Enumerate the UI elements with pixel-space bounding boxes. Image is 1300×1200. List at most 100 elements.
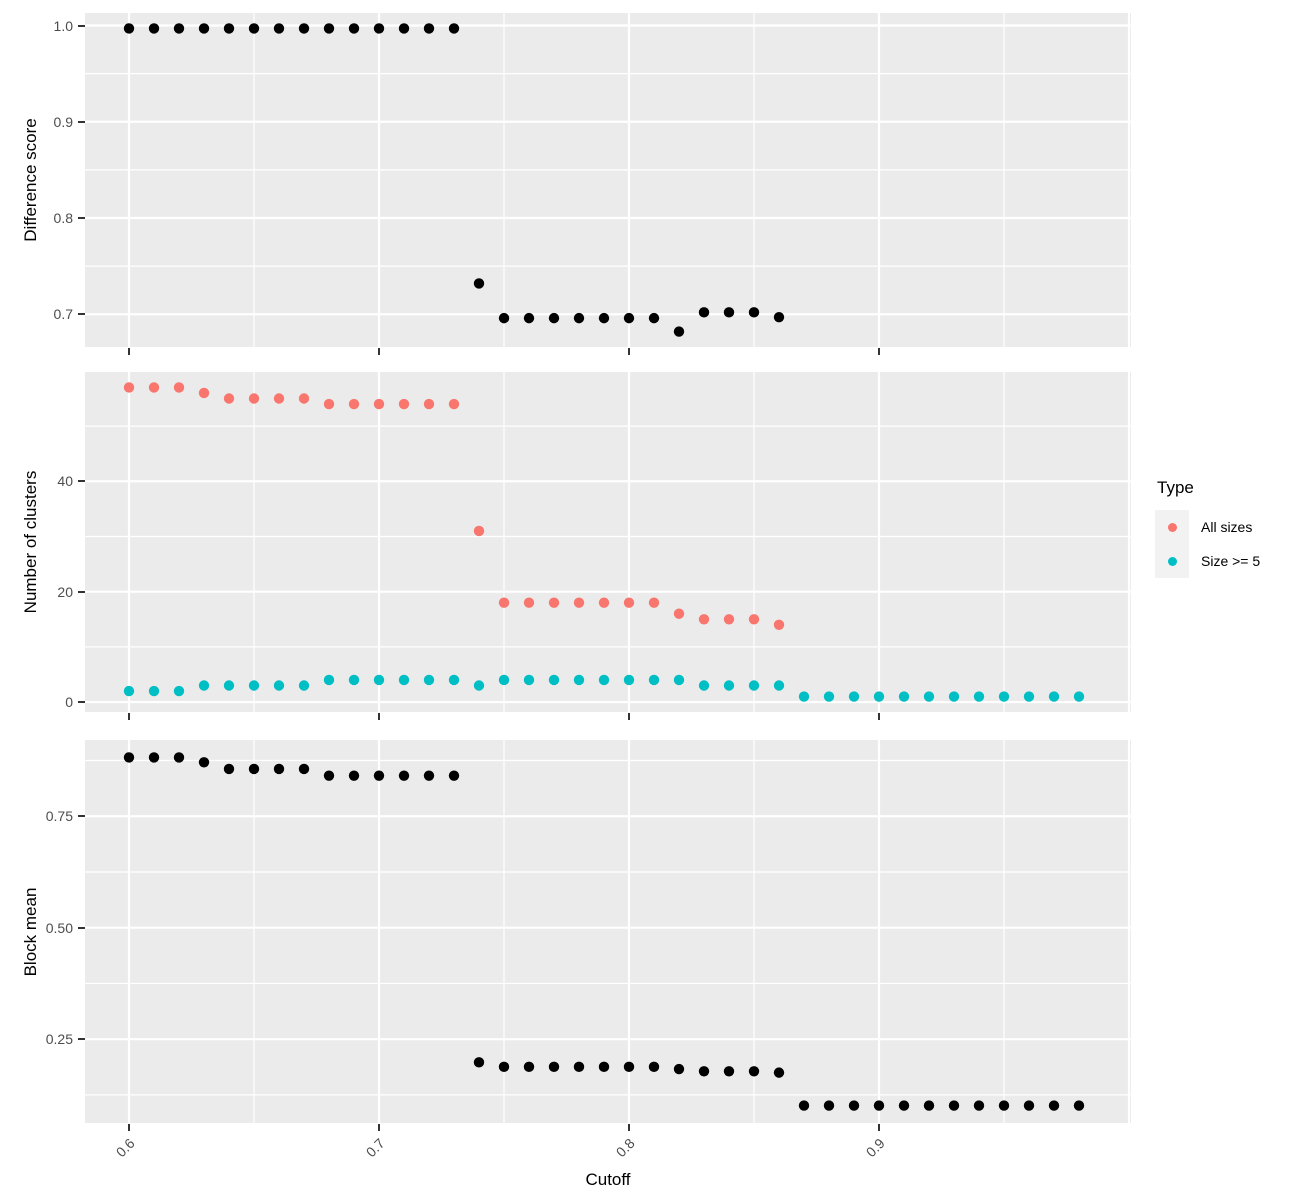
data-point [423,770,435,781]
x-tick-mark [628,348,630,355]
data-point [773,619,785,630]
data-point [923,691,935,702]
data-point [123,382,135,393]
data-point [798,691,810,702]
data-point [273,393,285,404]
y-tick-label: 0.9 [53,113,73,130]
data-point [473,680,485,691]
data-point [673,326,685,337]
data-point [1023,1100,1035,1111]
data-point [198,757,210,768]
x-tick-label: 0.9 [862,1135,888,1161]
data-point [523,674,535,686]
data-point [423,398,435,410]
data-point [473,525,485,537]
data-point [648,674,660,686]
x-tick-mark [878,348,880,355]
data-point [723,680,735,691]
data-point [423,674,435,686]
data-point [323,770,335,781]
data-point [123,685,135,697]
data-point [223,23,235,34]
plot-panel-2 [85,740,1131,1123]
data-point [573,1061,585,1073]
data-point [448,674,460,686]
data-point [248,23,260,34]
data-point [223,763,235,775]
data-point [898,691,910,702]
data-point [473,278,485,289]
x-tick-mark [378,348,380,355]
data-point [698,1066,710,1077]
data-point [173,23,185,34]
data-point [523,1061,535,1073]
data-point [323,23,335,34]
legend-item-label: Size >= 5 [1201,553,1261,569]
data-point [148,382,160,393]
y-tick-mark [78,1038,85,1041]
data-point [723,614,735,625]
panel-background [85,13,1131,347]
data-point [698,680,710,691]
data-point [148,23,160,34]
data-point [498,312,510,324]
x-tick-mark [878,713,880,720]
y-tick-label: 1.0 [53,17,73,34]
y-tick-label: 0 [65,694,73,711]
y-tick-mark [78,120,85,123]
legend-key-dot [1167,556,1177,566]
y-tick-label: 0.50 [45,919,73,936]
data-point [698,614,710,625]
legend-item-label: All sizes [1201,519,1253,535]
data-point [223,393,235,404]
data-point [348,770,360,781]
x-tick-mark [128,348,130,355]
data-point [673,1063,685,1075]
panel-canvas-2 [85,740,1131,1123]
data-point [273,763,285,775]
data-point [623,1061,635,1073]
data-point [598,674,610,686]
data-point [648,597,660,608]
data-point [348,23,360,34]
data-point [723,1066,735,1077]
data-point [773,311,785,323]
data-point [148,752,160,763]
data-point [773,1067,785,1078]
legend-title: Type [1157,478,1194,497]
legend-item: All sizes [1155,510,1260,544]
x-tick-mark [128,713,130,720]
data-point [598,1061,610,1073]
y-tick-mark [78,480,85,483]
data-point [148,685,160,697]
data-point [873,691,885,702]
data-point [273,680,285,691]
y-tick-label: 0.7 [53,306,73,323]
data-point [1023,691,1035,702]
data-point [823,691,835,702]
data-point [323,398,335,410]
plot-panel-1 [85,372,1131,712]
data-point [848,1100,860,1111]
data-point [548,312,560,324]
y-tick-label: 0.8 [53,210,73,227]
data-point [898,1100,910,1111]
data-point [623,312,635,324]
data-point [398,398,410,410]
data-point [373,674,385,686]
y-tick-mark [78,313,85,316]
data-point [373,770,385,781]
legend-items: All sizes Size >= 5 [1155,510,1260,578]
x-tick-mark [628,1124,630,1131]
data-point [748,680,760,691]
data-point [398,770,410,781]
data-point [598,597,610,608]
panel-canvas-1 [85,372,1131,712]
y-tick-mark [78,926,85,929]
y-tick-mark [78,217,85,220]
data-point [373,23,385,34]
y-tick-mark [78,701,85,704]
data-point [398,23,410,34]
data-point [1073,691,1085,702]
